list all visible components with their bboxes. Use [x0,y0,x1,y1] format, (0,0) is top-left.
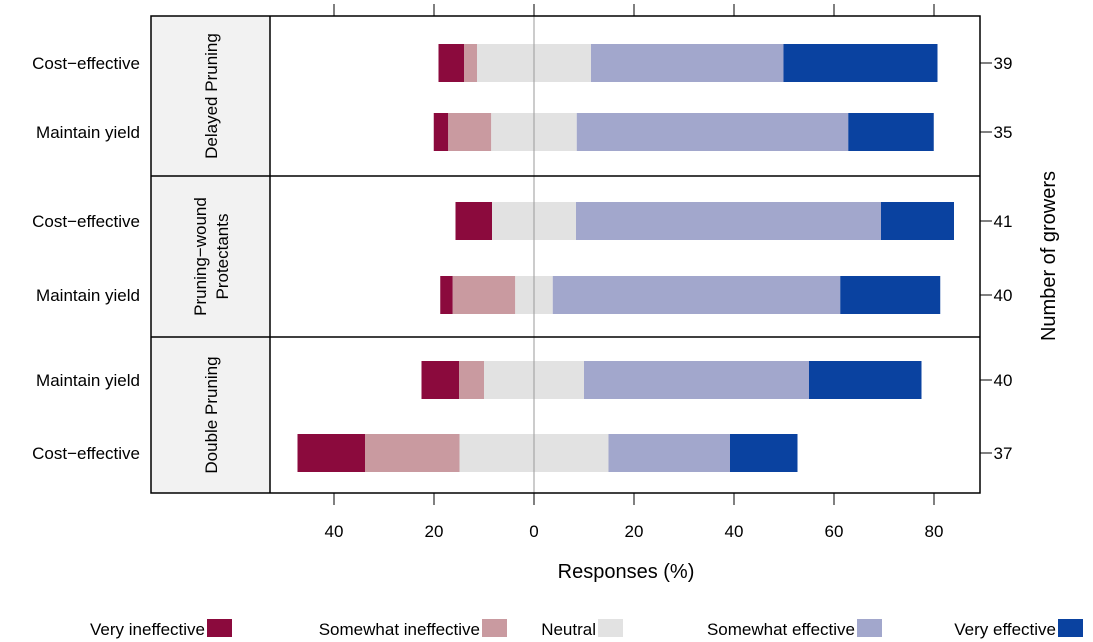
bar-segment [440,276,453,314]
legend: Very ineffective Somewhat ineffective Neut… [90,619,1083,639]
legend-label: Somewhat effective [707,620,855,639]
bar-segment [365,434,460,472]
legend-label: Very effective [954,620,1056,639]
row-count: 40 [994,371,1013,390]
legend-label: Somewhat ineffective [319,620,480,639]
legend-swatch [1058,619,1083,637]
row-count: 37 [994,444,1013,463]
bar-segment [438,44,464,82]
bar-segment [552,276,841,314]
bar-segment [576,113,849,151]
legend-swatch [482,619,507,637]
bar-segment [881,202,954,240]
bar-segment [730,434,798,472]
row-count: 39 [994,54,1013,73]
bar-segment [421,361,459,399]
legend-swatch [207,619,232,637]
bar-segment [783,44,938,82]
bar-segment [591,44,784,82]
bar-segment [840,276,941,314]
bar-segment [433,113,449,151]
legend-swatch [598,619,623,637]
panel-label: Pruning−wound [191,197,210,316]
panel-label: Protectants [213,214,232,300]
row-label: Cost−effective [32,54,140,73]
y-axis-label-right: Number of growers [1038,171,1060,341]
bar-segment [459,361,484,399]
bar-segment [464,44,477,82]
row-count: 41 [994,212,1013,231]
x-tick-label: 0 [529,522,538,541]
bar-segment [584,361,809,399]
row-count: 40 [994,286,1013,305]
panel-strip [151,176,270,337]
panel-label: Delayed Pruning [202,33,221,159]
legend-swatch [857,619,882,637]
row-label: Maintain yield [36,286,140,305]
bar-segment [848,113,934,151]
legend-label: Neutral [541,620,596,639]
row-label: Cost−effective [32,444,140,463]
plot-frame [150,15,981,494]
bar-segment [297,434,365,472]
row-label: Maintain yield [36,371,140,390]
panel-strip [151,16,270,176]
x-tick-label: 20 [425,522,444,541]
bar-segment [809,361,922,399]
row-label: Cost−effective [32,212,140,231]
bar-segment [455,202,492,240]
row-label: Maintain yield [36,123,140,142]
x-tick-label: 60 [825,522,844,541]
x-tick-label: 20 [625,522,644,541]
panel-strip [151,337,270,493]
legend-label: Very ineffective [90,620,205,639]
bar-segment [452,276,516,314]
bar-segment [576,202,881,240]
bar-segment [448,113,492,151]
row-count: 35 [994,123,1013,142]
x-tick-label: 80 [925,522,944,541]
bar-segment [608,434,730,472]
x-tick-label: 40 [725,522,744,541]
x-tick-label: 40 [325,522,344,541]
x-axis-label: Responses (%) [558,561,695,583]
panel-label: Double Pruning [202,356,221,473]
